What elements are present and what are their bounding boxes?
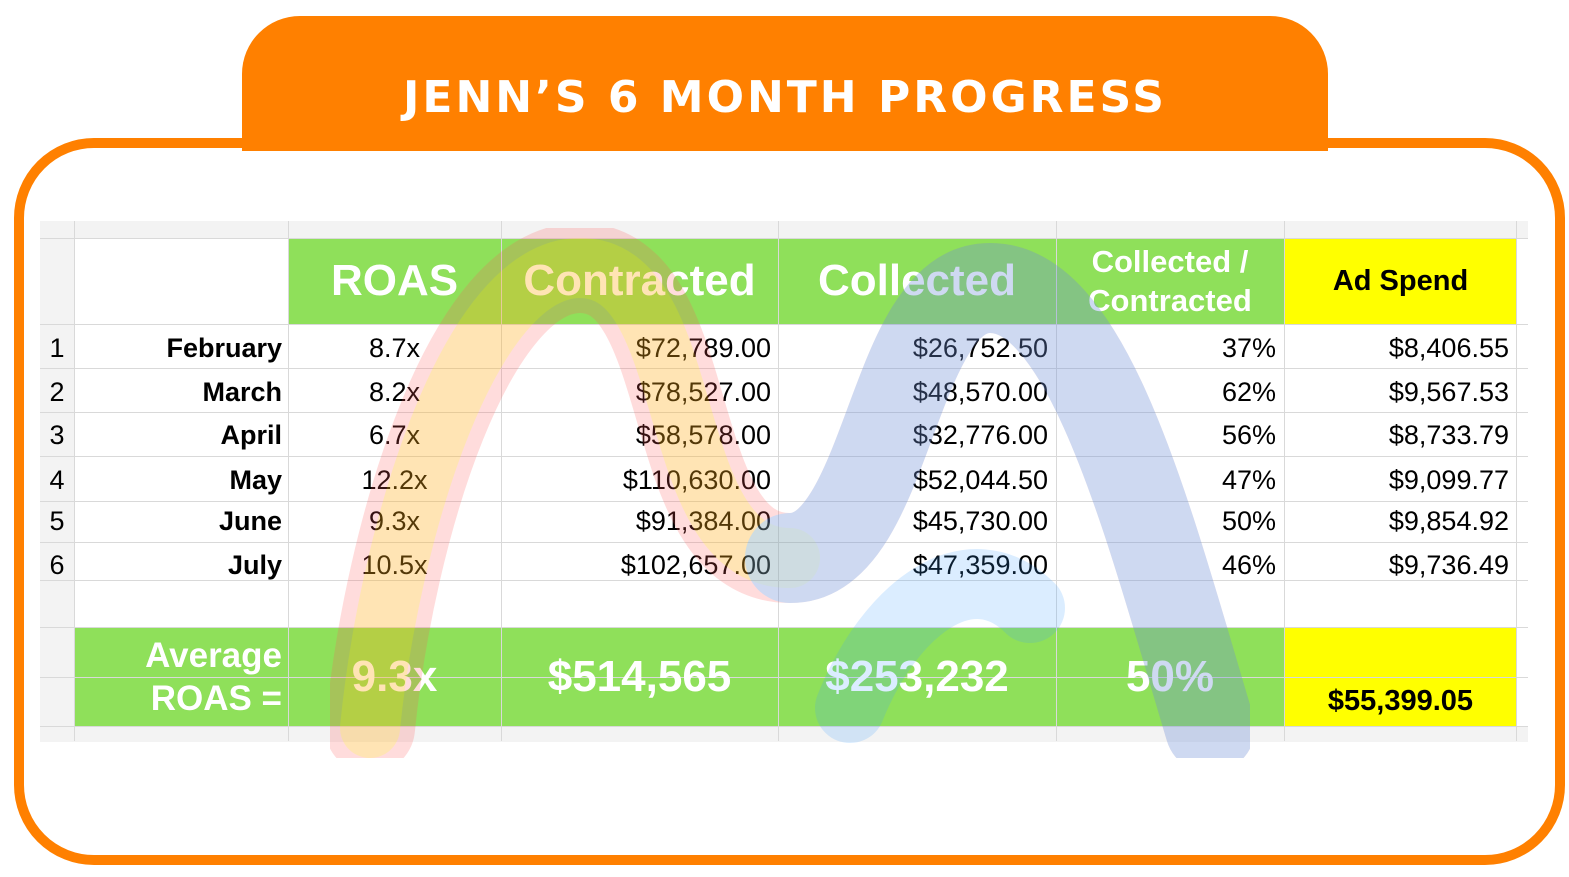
average-label-line2: ROAS =: [150, 679, 282, 718]
contracted-cell: $102,657.00: [620, 550, 771, 580]
grid-line: [40, 368, 1528, 369]
grid-line: [40, 501, 1528, 502]
row-number: 2: [49, 377, 65, 407]
grid-line: [40, 580, 1528, 581]
grid-line: [40, 542, 1528, 543]
ratio-cell: 46%: [1221, 550, 1276, 580]
month-cell: March: [202, 377, 282, 407]
ad-spend-cell: $9,567.53: [1388, 377, 1509, 407]
header-ad-spend: Ad Spend: [1332, 265, 1469, 297]
grid-line: [1516, 221, 1517, 741]
header-ratio-line2: Contracted: [1088, 283, 1252, 318]
row-number-strip: [40, 221, 75, 741]
header-ratio-line1: Collected /: [1091, 244, 1249, 279]
contracted-cell: $58,578.00: [635, 420, 771, 450]
ad-spend-cell: $8,406.55: [1388, 333, 1509, 363]
grid-line: [40, 324, 1528, 325]
average-label-line1: Average: [145, 636, 282, 675]
grid-line: [501, 221, 502, 741]
grid-line: [288, 221, 289, 741]
column-header-strip: [40, 221, 1528, 239]
grid-line: [74, 221, 75, 741]
average-ratio: 50%: [1125, 652, 1215, 701]
roas-cell: 6.7x: [368, 420, 421, 450]
ad-spend-cell: $9,854.92: [1388, 506, 1509, 536]
month-cell: February: [166, 333, 282, 363]
row-number: 3: [49, 420, 65, 450]
collected-cell: $52,044.50: [912, 465, 1048, 495]
contracted-cell: $72,789.00: [635, 333, 771, 363]
ad-spend-cell: $9,099.77: [1388, 465, 1509, 495]
row-number: 1: [49, 333, 65, 363]
grid-line: [40, 412, 1528, 413]
bottom-strip: [40, 726, 1528, 742]
grid-line: [40, 726, 1528, 727]
month-cell: April: [220, 420, 282, 450]
grid-line: [778, 221, 779, 741]
header-collected: Collected: [817, 256, 1017, 305]
collected-cell: $45,730.00: [912, 506, 1048, 536]
ratio-cell: 56%: [1221, 420, 1276, 450]
contracted-cell: $78,527.00: [635, 377, 771, 407]
collected-cell: $32,776.00: [912, 420, 1048, 450]
ad-spend-cell: $9,736.49: [1388, 550, 1509, 580]
ratio-cell: 50%: [1221, 506, 1276, 536]
month-cell: June: [218, 506, 282, 536]
average-ad-spend: $55,399.05: [1327, 685, 1474, 717]
grid-line: [40, 456, 1528, 457]
month-cell: July: [227, 550, 282, 580]
header-roas: ROAS: [330, 256, 459, 305]
contracted-cell: $91,384.00: [635, 506, 771, 536]
roas-cell: 9.3x: [368, 506, 421, 536]
grid-line: [40, 677, 1528, 678]
roas-cell: 8.2x: [368, 377, 421, 407]
row-number: 4: [49, 465, 65, 495]
ad-spend-cell: $8,733.79: [1388, 420, 1509, 450]
roas-cell: 12.2x: [361, 465, 428, 495]
grid-line: [40, 238, 1528, 239]
page-title: JENN’S 6 MONTH PROGRESS: [403, 72, 1167, 123]
collected-cell: $47,359.00: [912, 550, 1048, 580]
header-ad-spend-band: [1285, 239, 1516, 324]
header-contracted: Contracted: [523, 256, 756, 305]
grid-line: [1056, 221, 1057, 741]
header-green-band: [288, 239, 1285, 324]
ratio-cell: 62%: [1221, 377, 1276, 407]
month-cell: May: [229, 465, 282, 495]
title-tab: JENN’S 6 MONTH PROGRESS: [242, 16, 1328, 151]
average-roas: 9.3x: [351, 652, 438, 701]
contracted-cell: $110,630.00: [622, 465, 771, 495]
average-collected: $253,232: [825, 652, 1009, 701]
ratio-cell: 47%: [1221, 465, 1276, 495]
roas-cell: 10.5x: [361, 550, 428, 580]
row-number: 5: [49, 506, 65, 536]
collected-cell: $26,752.50: [912, 333, 1048, 363]
ratio-cell: 37%: [1221, 333, 1276, 363]
roas-cell: 8.7x: [368, 333, 421, 363]
grid-line: [40, 627, 1528, 628]
average-contracted: $514,565: [547, 652, 732, 701]
collected-cell: $48,570.00: [912, 377, 1048, 407]
row-number: 6: [49, 550, 65, 580]
grid-line: [1284, 221, 1285, 741]
